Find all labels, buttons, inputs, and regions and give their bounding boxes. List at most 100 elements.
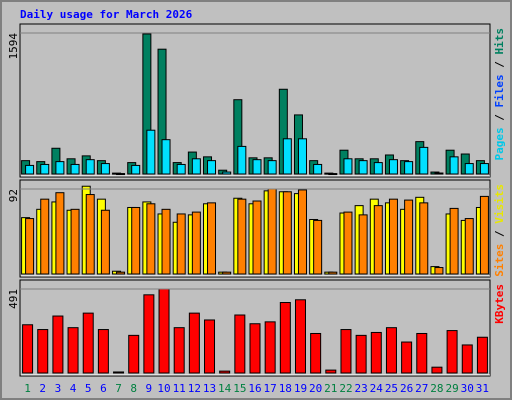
bar: [146, 203, 156, 275]
x-tick-label: 16: [248, 382, 261, 395]
bar: [191, 158, 201, 175]
bar: [476, 336, 488, 374]
bar: [419, 146, 429, 175]
bar: [479, 163, 489, 175]
bar: [40, 198, 50, 275]
x-tick-label: 23: [355, 382, 368, 395]
legend-entry: Files: [493, 74, 506, 107]
bar: [282, 138, 292, 175]
bar: [388, 198, 398, 275]
bar: [188, 312, 200, 374]
x-tick-label: 8: [130, 382, 137, 395]
x-tick-label: 26: [400, 382, 413, 395]
bar: [131, 206, 141, 275]
chart-title: Daily usage for March 2026: [20, 8, 193, 21]
bar: [161, 139, 171, 175]
bar: [85, 159, 95, 175]
x-tick-label: 4: [70, 382, 77, 395]
bar: [37, 329, 49, 374]
bar: [116, 271, 126, 275]
y-tick-label: 1594: [7, 33, 20, 60]
legend: KBytes: [493, 284, 506, 324]
legend-separator: /: [493, 108, 506, 128]
bar: [70, 208, 80, 275]
bar: [404, 161, 414, 175]
plot-area: [19, 23, 491, 178]
bar: [25, 164, 35, 175]
bar: [55, 161, 65, 175]
bar: [116, 173, 126, 176]
x-tick-label: 29: [445, 382, 458, 395]
x-tick-label: 3: [55, 382, 62, 395]
legend: Sites / Visits: [493, 184, 506, 277]
bar: [158, 288, 170, 374]
x-tick-label: 1: [24, 382, 31, 395]
bar: [388, 159, 398, 175]
bar: [113, 371, 125, 374]
bar: [370, 331, 382, 374]
bar: [419, 202, 429, 275]
bar: [416, 332, 428, 374]
bar: [464, 218, 474, 275]
legend-entry: Visits: [493, 184, 506, 224]
bar: [404, 199, 414, 275]
y-tick-label: 92: [7, 189, 20, 202]
bar: [173, 327, 185, 374]
bar: [22, 324, 34, 374]
bar: [249, 323, 261, 374]
x-tick-label: 7: [115, 382, 122, 395]
legend-entry: Hits: [493, 28, 506, 55]
bar: [234, 314, 246, 374]
x-tick-label: 19: [294, 382, 307, 395]
x-tick-label: 20: [309, 382, 322, 395]
x-tick-label: 31: [476, 382, 489, 395]
bar: [219, 370, 231, 374]
bar: [97, 329, 109, 374]
bar: [373, 205, 383, 275]
bar: [340, 329, 352, 374]
bar: [204, 319, 216, 374]
x-tick-label: 24: [370, 382, 384, 395]
bar: [67, 327, 79, 374]
bar: [313, 219, 323, 275]
bar: [85, 194, 95, 275]
bar: [479, 195, 489, 275]
x-tick-label: 18: [279, 382, 292, 395]
x-tick-label: 13: [203, 382, 216, 395]
x-tick-label: 25: [385, 382, 398, 395]
bar: [431, 366, 443, 374]
bar: [343, 158, 353, 175]
bar: [343, 211, 353, 275]
bar: [355, 334, 367, 374]
bar: [176, 163, 186, 175]
bar: [52, 315, 64, 374]
bar: [207, 160, 217, 175]
bar: [25, 218, 35, 275]
bar: [373, 162, 383, 175]
bar: [55, 192, 65, 275]
legend: Pages / Files / Hits: [493, 28, 506, 161]
bar: [297, 138, 307, 175]
x-tick-label: 22: [339, 382, 352, 395]
bar: [82, 312, 94, 374]
bar: [434, 267, 444, 275]
legend-separator: /: [493, 55, 506, 75]
bar: [401, 341, 413, 374]
legend-entry: Pages: [493, 127, 506, 160]
x-tick-label: 30: [461, 382, 474, 395]
bar: [176, 213, 186, 275]
bar: [446, 330, 458, 374]
x-tick-label: 11: [173, 382, 186, 395]
x-tick-label: 17: [264, 382, 277, 395]
bar: [358, 160, 368, 175]
x-tick-label: 5: [85, 382, 92, 395]
bar: [385, 327, 397, 374]
bar: [297, 189, 307, 275]
bar: [100, 209, 110, 275]
bar: [294, 299, 306, 374]
x-tick-label: 15: [233, 382, 246, 395]
bar: [282, 191, 292, 275]
bar: [328, 173, 338, 176]
